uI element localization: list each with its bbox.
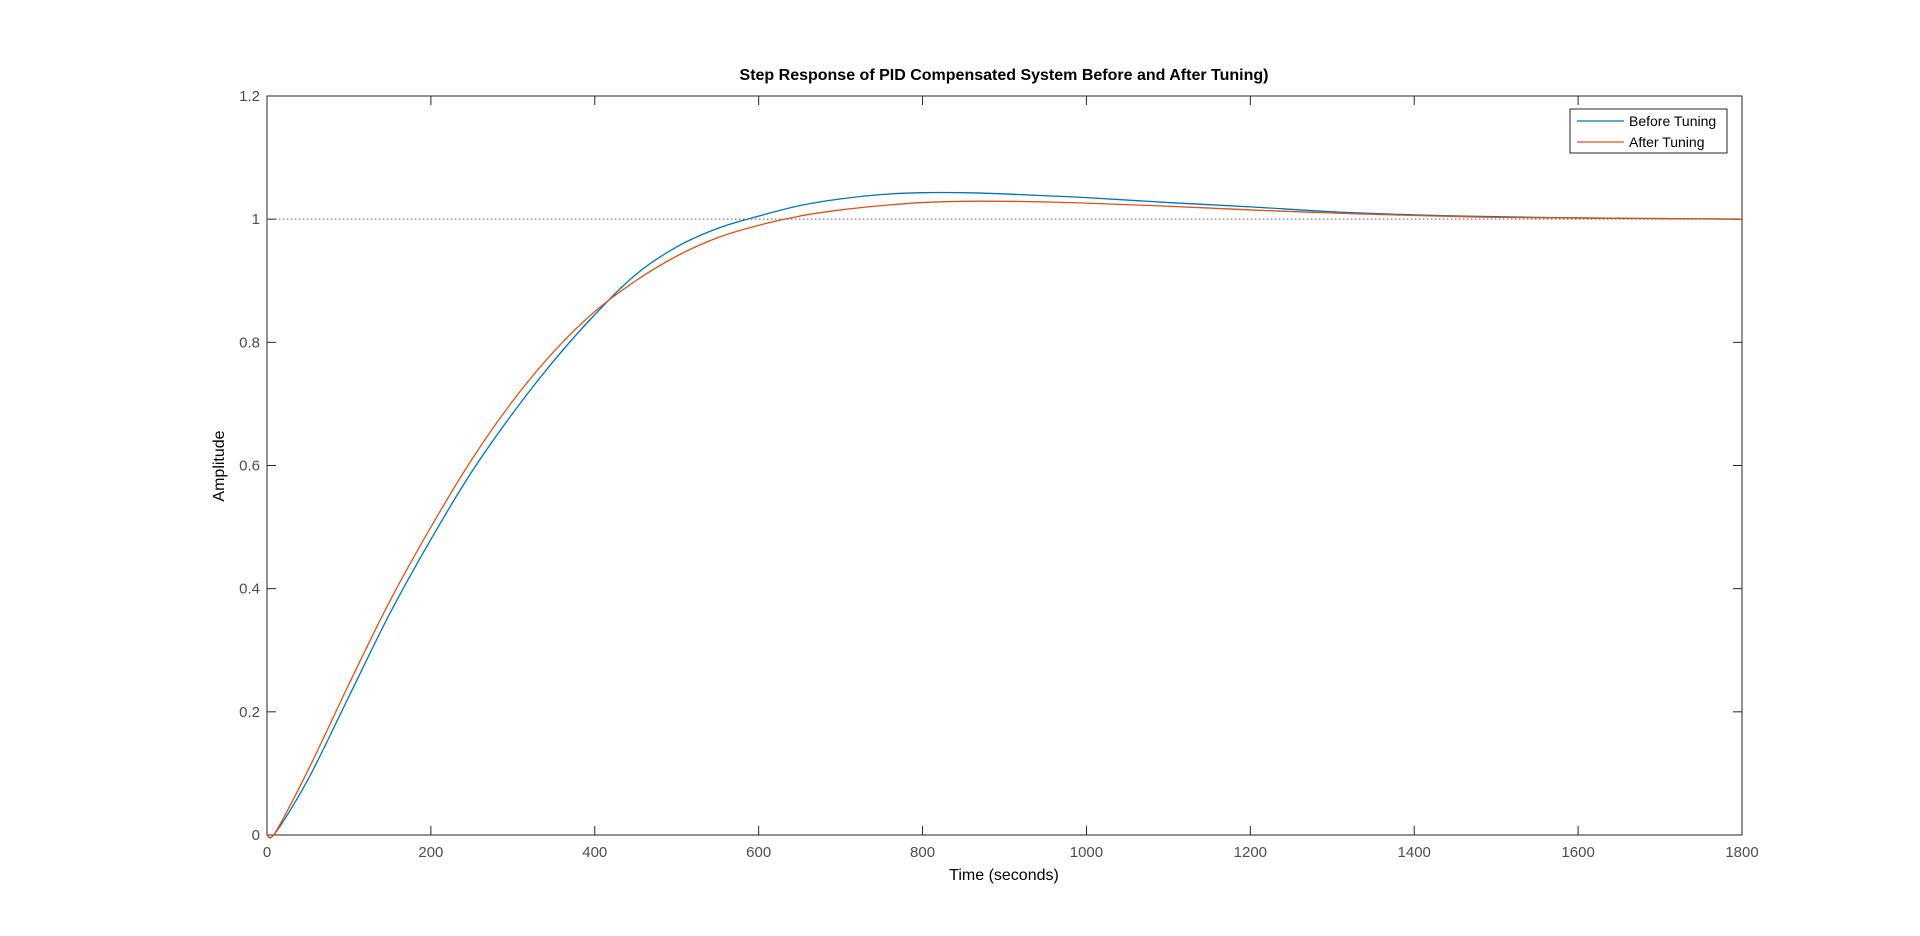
x-tick-label: 600 [746,844,771,861]
axis-ticks: 0 200 400 600 800 1000 1200 1400 1600 1800 0 0.2 0.4… [239,88,1759,861]
y-tick-label: 0.6 [239,458,260,475]
x-tick-label: 200 [418,844,443,861]
series-group [266,191,1743,839]
chart-title: Step Response of PID Compensated System … [740,67,1269,84]
x-tick-label: 0 [263,844,271,861]
x-tick-label: 800 [910,844,935,861]
x-axis-label: Time (seconds) [949,867,1059,884]
y-tick-label: 1 [252,211,260,228]
y-tick-label: 0.2 [239,704,260,721]
series-line-after-tuning [266,200,1743,839]
y-tick-label: 0.4 [239,581,260,598]
y-tick-label: 0.8 [239,334,260,351]
y-axis-label: Amplitude [211,430,228,501]
legend-label-before-tuning: Before Tuning [1629,113,1716,129]
y-tick-label: 0 [252,827,260,844]
x-tick-label: 1600 [1561,844,1594,861]
legend-box [1569,108,1728,154]
x-tick-label: 1000 [1070,844,1103,861]
legend-label-after-tuning: After Tuning [1629,134,1705,150]
x-tick-label: 1800 [1725,844,1758,861]
x-tick-label: 1200 [1234,844,1267,861]
series-line-before-tuning [266,191,1743,839]
x-tick-label: 400 [582,844,607,861]
y-tick-label: 1.2 [239,88,260,105]
x-tick-label: 1400 [1398,844,1431,861]
plot-area [266,95,1743,836]
legend: Before Tuning After Tuning [1569,108,1728,154]
